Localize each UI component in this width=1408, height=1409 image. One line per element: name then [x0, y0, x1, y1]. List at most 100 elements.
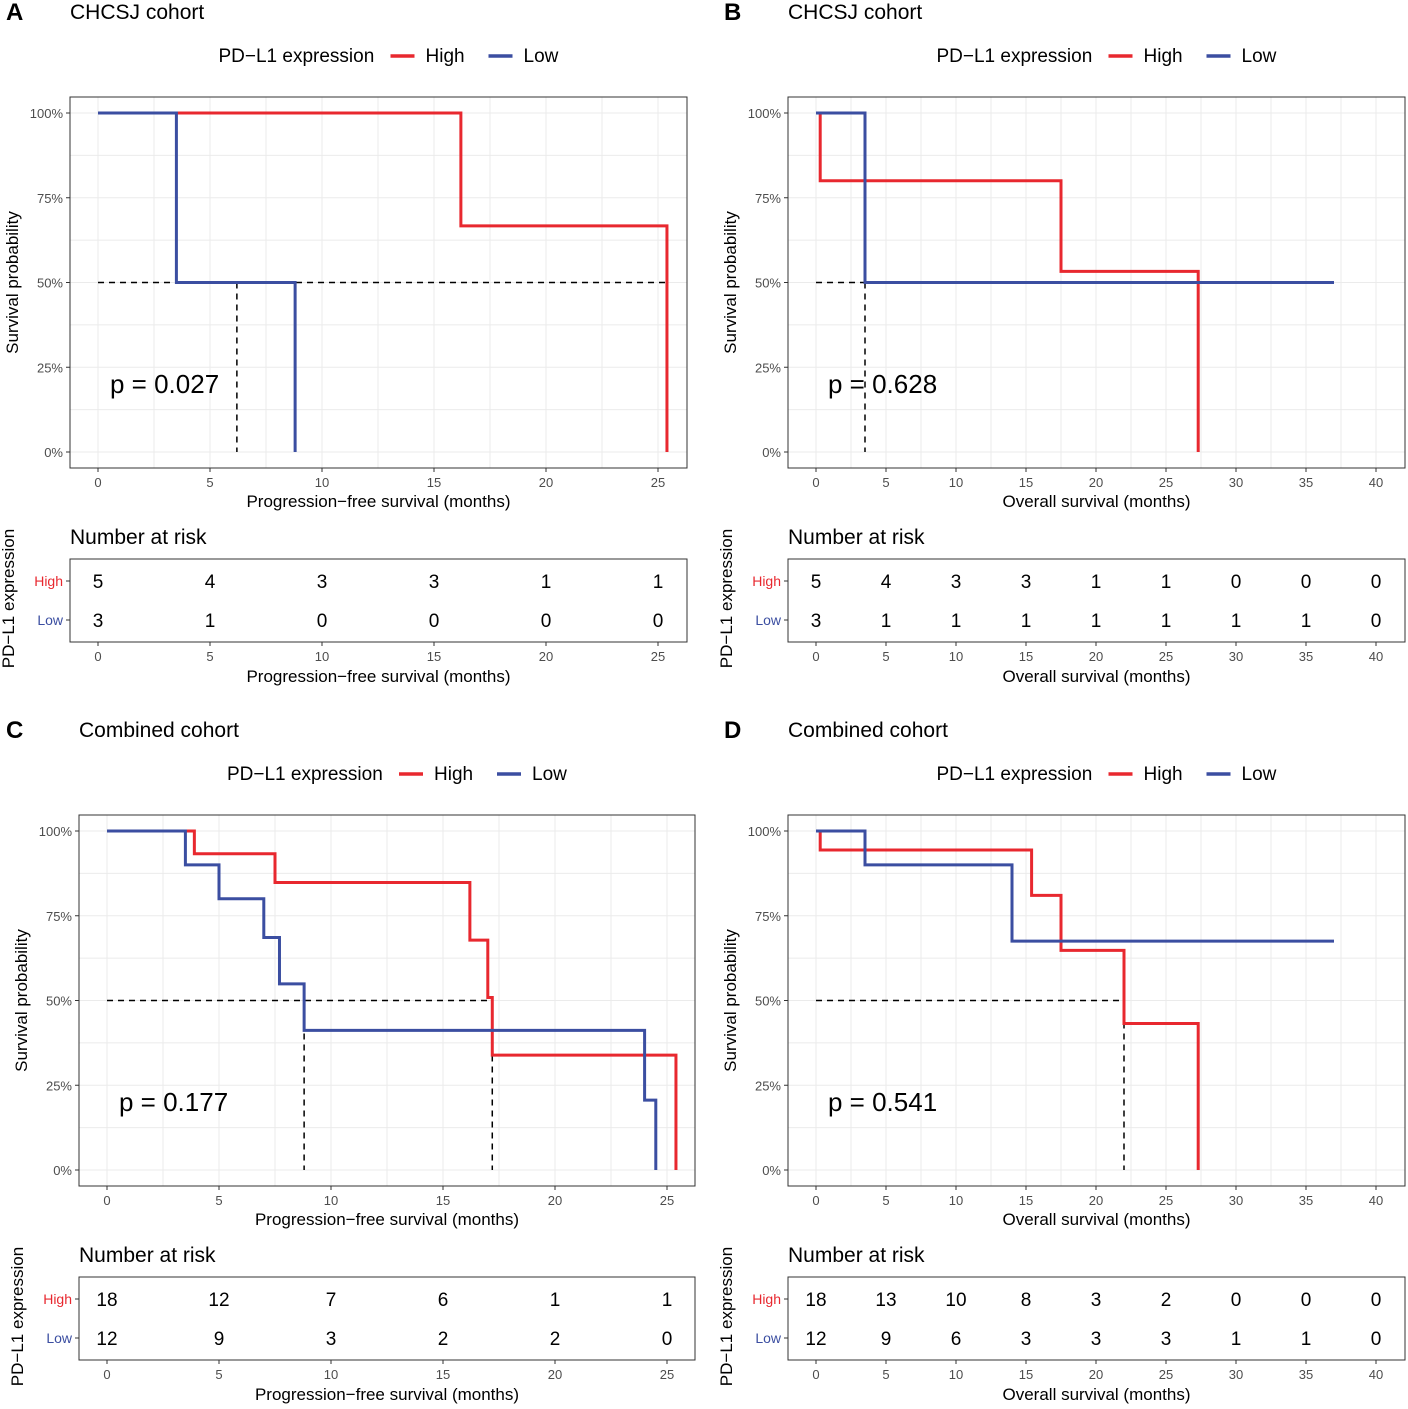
risk-x-tick-label: 20: [1089, 1367, 1103, 1382]
risk-count-high: 18: [805, 1290, 826, 1311]
x-tick-label: 30: [1229, 475, 1243, 490]
risk-x-axis-label: Progression−free survival (months): [255, 1385, 519, 1404]
legend-label-high: High: [426, 46, 465, 67]
panel-letter: A: [6, 0, 23, 26]
y-tick-label: 25%: [755, 360, 781, 375]
risk-count-high: 4: [205, 572, 216, 593]
risk-table-title: Number at risk: [788, 526, 925, 549]
risk-y-axis-label: PD−L1 expression: [8, 1247, 27, 1386]
risk-row-label-high: High: [34, 573, 63, 589]
y-tick-label: 0%: [44, 445, 63, 460]
legend: PD−L1 expression High Low: [937, 46, 1277, 67]
risk-table-title: Number at risk: [70, 526, 207, 549]
risk-count-high: 2: [1161, 1290, 1172, 1311]
risk-count-high: 6: [438, 1290, 449, 1311]
risk-x-tick-label: 30: [1229, 1367, 1243, 1382]
risk-count-high: 3: [1021, 572, 1032, 593]
x-tick-label: 20: [539, 475, 553, 490]
risk-x-tick-label: 10: [949, 1367, 963, 1382]
x-tick-label: 20: [548, 1193, 562, 1208]
legend-label-high: High: [1144, 764, 1183, 785]
risk-count-low: 9: [881, 1329, 892, 1350]
y-tick-label: 75%: [46, 909, 72, 924]
risk-count-high: 4: [881, 572, 892, 593]
panel-D: D Combined cohort PD−L1 expression High Low 0…: [717, 717, 1406, 1404]
km-curve-low: [107, 829, 658, 1170]
risk-table-frame: [69, 558, 688, 643]
risk-count-low: 1: [1091, 611, 1102, 632]
risk-count-high: 7: [326, 1290, 337, 1311]
y-tick-label: 50%: [46, 994, 72, 1009]
risk-row-label-low: Low: [37, 612, 64, 628]
risk-count-low: 2: [438, 1329, 449, 1350]
risk-count-high: 3: [429, 572, 440, 593]
risk-count-high: 3: [951, 572, 962, 593]
x-tick-label: 25: [1159, 1193, 1173, 1208]
x-tick-label: 0: [103, 1193, 110, 1208]
risk-count-high: 10: [945, 1290, 966, 1311]
legend-label-high: High: [1144, 46, 1183, 67]
risk-count-high: 0: [1301, 1290, 1312, 1311]
risk-count-low: 3: [811, 611, 822, 632]
x-axis-label: Progression−free survival (months): [246, 492, 510, 511]
risk-count-high: 1: [653, 572, 664, 593]
risk-x-tick-label: 35: [1299, 649, 1313, 664]
legend-title: PD−L1 expression: [937, 46, 1093, 67]
y-tick-label: 25%: [37, 360, 63, 375]
survival-plot: 0% 25% 50% 75% 100% 0 5 10 15 20 25 30 35 40 Overall s…: [721, 814, 1406, 1229]
x-tick-label: 0: [812, 475, 819, 490]
y-axis-label: Survival probability: [12, 929, 31, 1072]
y-tick-label: 50%: [755, 276, 781, 291]
risk-count-low: 0: [653, 611, 664, 632]
risk-x-tick-label: 0: [103, 1367, 110, 1382]
panel-title: CHCSJ cohort: [70, 1, 204, 24]
risk-count-low: 12: [805, 1329, 826, 1350]
y-tick-label: 0%: [53, 1163, 72, 1178]
x-tick-label: 25: [651, 475, 665, 490]
risk-x-tick-label: 30: [1229, 649, 1243, 664]
legend-label-low: Low: [1242, 764, 1277, 785]
x-tick-label: 15: [436, 1193, 450, 1208]
legend: PD−L1 expression High Low: [937, 764, 1277, 785]
risk-x-tick-label: 15: [427, 649, 441, 664]
risk-x-tick-label: 5: [882, 1367, 889, 1382]
risk-x-tick-label: 20: [548, 1367, 562, 1382]
risk-x-tick-label: 15: [436, 1367, 450, 1382]
km-curve-high: [816, 829, 1200, 1170]
x-tick-label: 25: [1159, 475, 1173, 490]
risk-count-high: 1: [1091, 572, 1102, 593]
legend-title: PD−L1 expression: [937, 764, 1093, 785]
risk-count-high: 1: [550, 1290, 561, 1311]
risk-x-axis-label: Overall survival (months): [1003, 667, 1191, 686]
risk-count-low: 1: [881, 611, 892, 632]
risk-count-high: 5: [811, 572, 822, 593]
risk-count-high: 1: [662, 1290, 673, 1311]
p-value: p = 0.027: [110, 369, 219, 399]
risk-count-low: 0: [541, 611, 552, 632]
risk-x-tick-label: 15: [1019, 649, 1033, 664]
risk-count-high: 3: [1091, 1290, 1102, 1311]
survival-plot: 0% 25% 50% 75% 100% 0 5 10 15 20 25 30 35 40 Overall s…: [721, 96, 1406, 511]
x-tick-label: 20: [1089, 1193, 1103, 1208]
risk-x-tick-label: 25: [1159, 1367, 1173, 1382]
risk-x-axis-label: Progression−free survival (months): [246, 667, 510, 686]
risk-count-low: 0: [317, 611, 328, 632]
risk-y-axis-label: PD−L1 expression: [717, 1247, 736, 1386]
y-axis-label: Survival probability: [721, 211, 740, 354]
y-tick-label: 25%: [755, 1078, 781, 1093]
legend-label-high: High: [434, 764, 473, 785]
km-curve-high: [98, 111, 669, 452]
km-curve-low: [816, 111, 1334, 284]
risk-count-high: 13: [875, 1290, 896, 1311]
risk-x-tick-label: 5: [215, 1367, 222, 1382]
risk-count-low: 3: [93, 611, 104, 632]
legend-title: PD−L1 expression: [227, 764, 383, 785]
risk-row-label-low: Low: [755, 612, 782, 628]
panel-B: B CHCSJ cohort PD−L1 expression High Low 0% 25…: [717, 0, 1406, 686]
km-curve-low: [98, 111, 297, 452]
y-tick-label: 75%: [37, 191, 63, 206]
risk-count-low: 1: [951, 611, 962, 632]
risk-x-tick-label: 10: [315, 649, 329, 664]
